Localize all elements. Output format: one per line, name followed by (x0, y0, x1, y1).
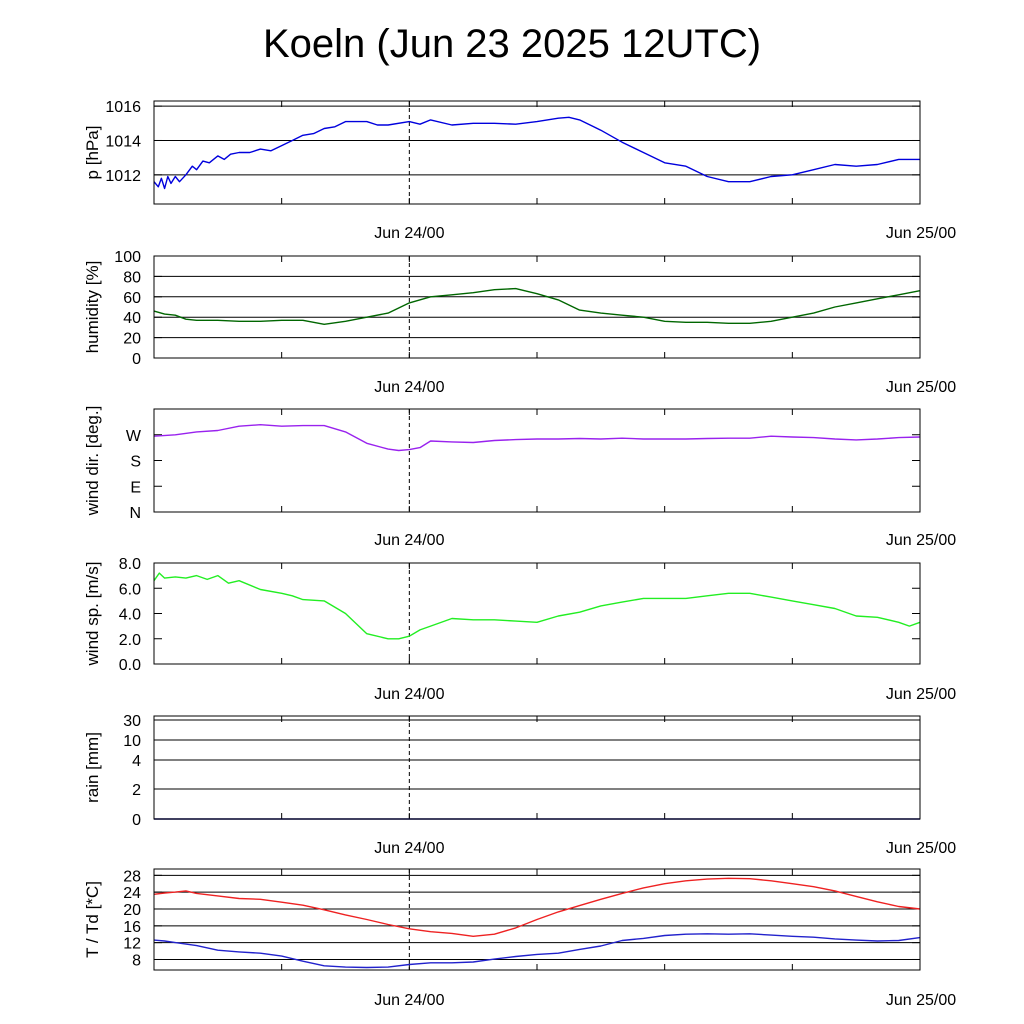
y-tick-label: N (129, 505, 141, 522)
y-tick-label: 4 (132, 753, 141, 770)
y-tick-label: E (130, 479, 141, 496)
plot-frame (153, 715, 921, 820)
x-tick-label: Jun 25/00 (886, 225, 956, 242)
y-tick-label: 20 (123, 902, 141, 919)
x-tick-label: Jun 25/00 (886, 840, 956, 857)
y-tick-label: 24 (123, 885, 141, 902)
y-tick-label: 8 (132, 952, 141, 969)
x-tick-label: Jun 24/00 (374, 532, 444, 549)
y-tick-label: 28 (123, 868, 141, 885)
series-line (153, 877, 921, 937)
y-tick-label: 16 (123, 919, 141, 936)
x-tick-label: Jun 25/00 (886, 532, 956, 549)
series-line (153, 572, 921, 640)
plot-frame (153, 408, 921, 513)
y-tick-label: 2.0 (119, 632, 141, 649)
plot-frame (153, 255, 921, 359)
y-tick-label: 60 (123, 290, 141, 307)
series-line (153, 116, 920, 190)
y-axis-title: humidity [%] (83, 261, 102, 354)
series-line (153, 933, 921, 969)
y-tick-label: 2 (132, 782, 141, 799)
y-tick-label: 1012 (105, 168, 141, 185)
y-axis-title: T / Td [*C] (83, 881, 102, 958)
chart-title: Koeln (Jun 23 2025 12UTC) (262, 22, 762, 66)
y-tick-label: 0 (132, 812, 141, 829)
y-tick-label: 1016 (105, 99, 141, 116)
y-tick-label: 0 (132, 351, 141, 368)
plot-frame (153, 562, 921, 665)
x-tick-label: Jun 24/00 (374, 840, 444, 857)
y-tick-label: 10 (123, 733, 141, 750)
y-tick-label: 40 (123, 310, 141, 327)
x-tick-label: Jun 24/00 (374, 686, 444, 703)
y-tick-label: 20 (123, 331, 141, 348)
y-tick-label: 1014 (105, 133, 141, 150)
y-tick-label: 100 (114, 249, 141, 266)
y-tick-label: 80 (123, 269, 141, 286)
x-tick-label: Jun 24/00 (374, 379, 444, 396)
y-tick-label: 12 (123, 936, 141, 953)
y-tick-label: 30 (123, 713, 141, 730)
series-line (153, 424, 921, 452)
y-tick-label: 0.0 (119, 657, 141, 674)
series-line (153, 287, 921, 325)
plot-frame (153, 100, 921, 205)
y-axis-title: wind dir. [deg.] (83, 406, 102, 517)
x-tick-label: Jun 25/00 (886, 686, 956, 703)
x-tick-label: Jun 25/00 (886, 379, 956, 396)
y-tick-label: 8.0 (119, 556, 141, 573)
x-tick-label: Jun 24/00 (374, 992, 444, 1009)
y-axis-title: p [hPa] (83, 126, 102, 180)
y-tick-label: S (130, 454, 141, 471)
x-tick-label: Jun 25/00 (886, 992, 956, 1009)
y-tick-label: W (126, 428, 142, 445)
y-axis-title: rain [mm] (83, 732, 102, 803)
plot-frame (153, 868, 921, 971)
y-tick-label: 4.0 (119, 607, 141, 624)
y-tick-label: 6.0 (119, 581, 141, 598)
y-axis-title: wind sp. [m/s] (83, 562, 102, 667)
x-tick-label: Jun 24/00 (374, 225, 444, 242)
